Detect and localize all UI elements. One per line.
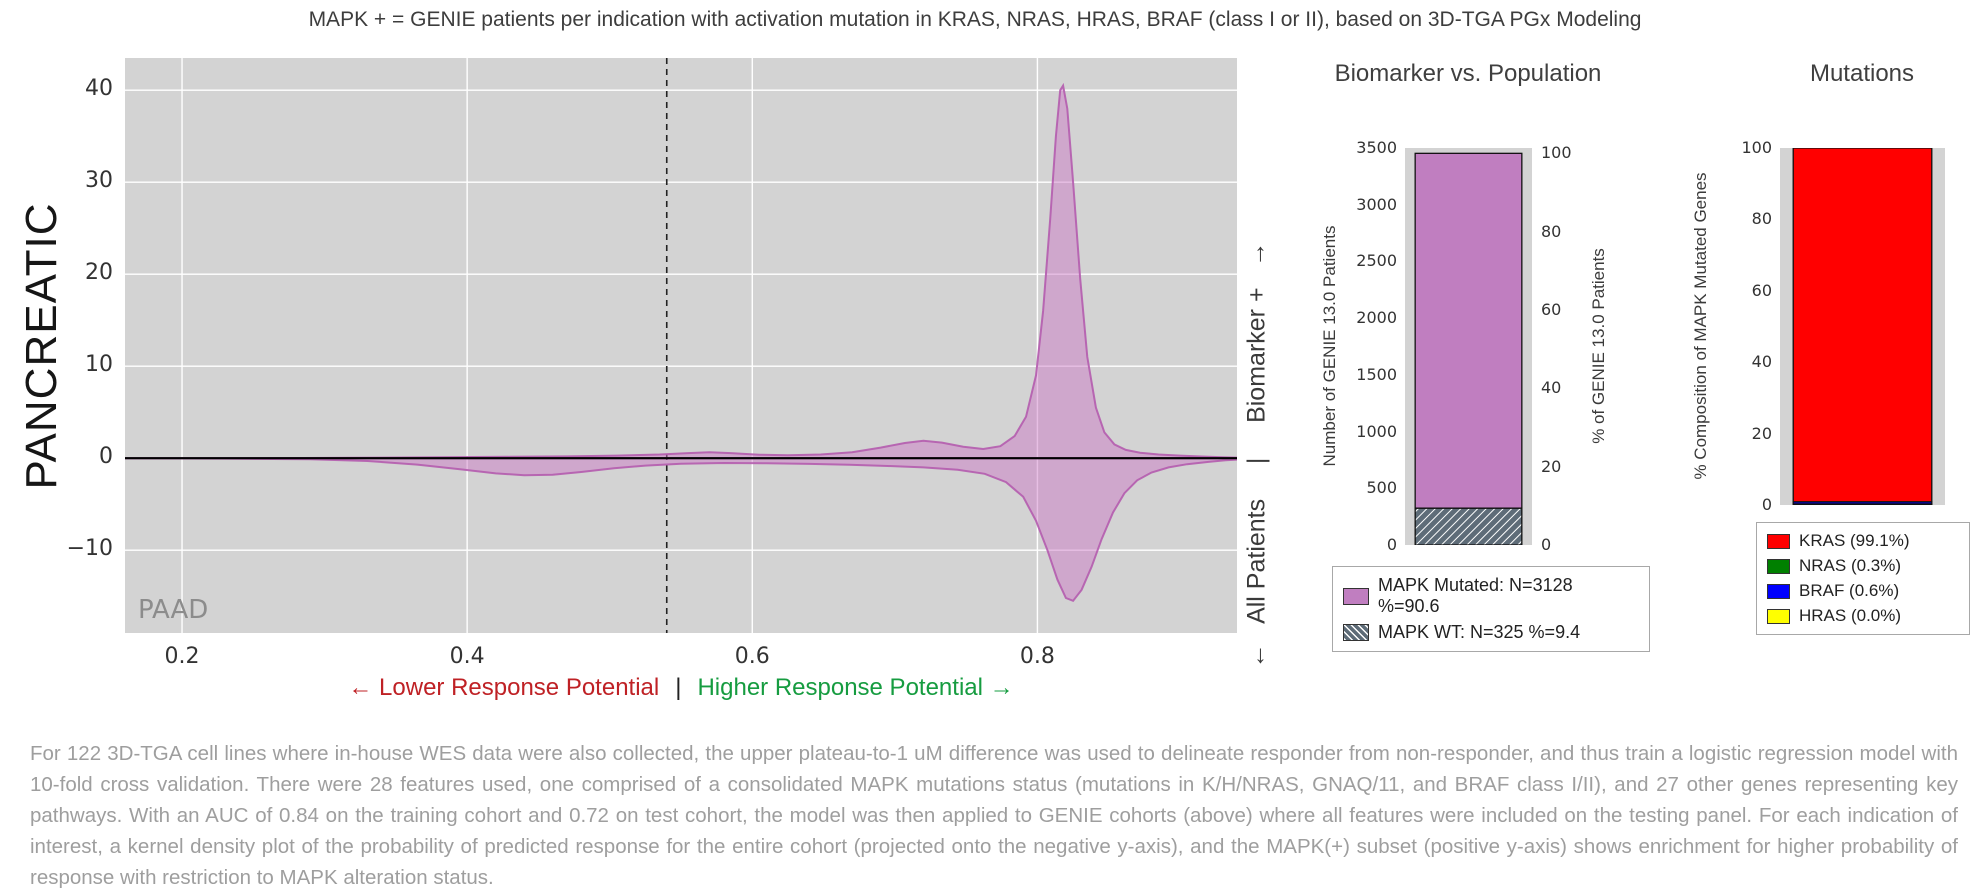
tick-label: 60	[1751, 280, 1772, 300]
density-plot	[125, 58, 1237, 633]
tick-label: 20	[85, 260, 113, 286]
tick-label: 0.4	[449, 644, 485, 669]
legend-label: BRAF (0.6%)	[1799, 581, 1900, 600]
legend-swatch	[1767, 583, 1790, 599]
tick-label: 10	[85, 352, 113, 378]
figure-caption: For 122 3D-TGA cell lines where in-house…	[30, 742, 1958, 889]
tick-label: 2500	[1356, 251, 1397, 271]
tick-label: 1500	[1356, 364, 1397, 384]
tick-label: 0	[1386, 535, 1397, 554]
legend-item: BRAF (0.6%)	[1767, 581, 1959, 601]
lower-response-label: ← Lower Response Potential	[348, 674, 660, 701]
legend-swatch	[1767, 608, 1790, 624]
tick-label: 40	[1751, 352, 1772, 372]
legend-item: HRAS (0.0%)	[1767, 606, 1959, 626]
tick-label: 3500	[1356, 138, 1397, 157]
tick-label: 60	[1541, 299, 1562, 319]
bar-segment	[1792, 148, 1933, 503]
tick-label: 0	[1541, 535, 1552, 554]
tick-label: 80	[1751, 209, 1772, 229]
bar-segment	[1414, 507, 1523, 545]
bar-segment	[1414, 152, 1523, 509]
mutations-legend: KRAS (99.1%) NRAS (0.3%) BRAF (0.6%) HRAS (…	[1756, 522, 1970, 635]
tick-label: 0	[1761, 495, 1772, 514]
density-right-axis-label: ← All Patients | Biomarker + →	[1242, 241, 1271, 669]
tick-label: 0.2	[164, 644, 200, 669]
tick-label: 0	[99, 444, 113, 470]
tick-label: 40	[1541, 378, 1562, 398]
tick-label: 3000	[1356, 194, 1397, 214]
tick-label: −10	[66, 536, 113, 562]
tick-label: 80	[1541, 221, 1562, 241]
tick-label: 20	[1751, 423, 1772, 443]
legend-swatch	[1343, 587, 1369, 605]
mutations-panel-title: Mutations	[1809, 60, 1915, 87]
legend-swatch	[1343, 624, 1369, 641]
population-panel-title: Biomarker vs. Population	[1334, 60, 1602, 87]
tick-label: 0.8	[1019, 644, 1055, 669]
annotation-separator: |	[675, 674, 682, 701]
legend-item: KRAS (99.1%)	[1767, 531, 1959, 551]
tick-label: 40	[85, 76, 113, 102]
tick-label: 30	[85, 168, 113, 194]
response-potential-annotation: ← Lower Response Potential | Higher Respon…	[125, 674, 1237, 702]
tick-label: 100	[1741, 138, 1772, 157]
population-bar-chart	[1405, 148, 1532, 545]
legend-item: MAPK WT: N=325 %=9.4	[1343, 622, 1639, 643]
density-area-biomarker-positive	[125, 82, 1237, 460]
tick-label: 500	[1366, 478, 1397, 498]
density-area-all-patients	[125, 457, 1237, 603]
legend-item: MAPK Mutated: N=3128 %=90.6	[1343, 575, 1639, 617]
legend-label: HRAS (0.0%)	[1799, 606, 1902, 625]
population-right-axis-label: % of GENIE 13.0 Patients	[1589, 248, 1608, 444]
indication-code-label: PAAD	[138, 595, 209, 625]
legend-label: KRAS (99.1%)	[1799, 531, 1910, 550]
legend-swatch	[1767, 558, 1790, 574]
figure-title: MAPK + = GENIE patients per indication w…	[308, 8, 1642, 31]
legend-swatch	[1767, 533, 1790, 549]
tick-label: 0.6	[734, 644, 770, 669]
legend-item: NRAS (0.3%)	[1767, 556, 1959, 576]
tick-label: 20	[1541, 456, 1562, 476]
legend-label: NRAS (0.3%)	[1799, 556, 1902, 575]
mutations-bar-chart	[1780, 148, 1945, 505]
legend-label: MAPK Mutated: N=3128 %=90.6	[1378, 575, 1573, 616]
population-legend: MAPK Mutated: N=3128 %=90.6 MAPK WT: N=32…	[1332, 566, 1650, 652]
tick-label: 2000	[1356, 308, 1397, 328]
tick-label: 100	[1541, 143, 1572, 163]
higher-response-label: Higher Response Potential →	[697, 674, 1014, 701]
tick-label: 1000	[1356, 421, 1397, 441]
legend-label: MAPK WT: N=325 %=9.4	[1378, 622, 1581, 642]
